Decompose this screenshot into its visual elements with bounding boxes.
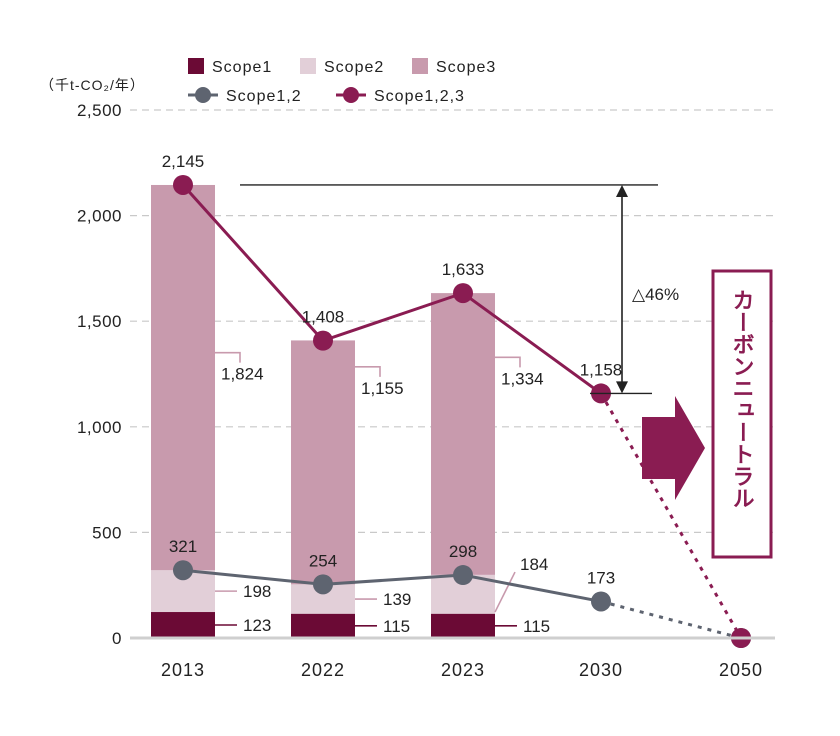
arrow-right-icon	[642, 396, 705, 500]
y-tick-label: 2,500	[77, 101, 122, 120]
legend-marker-scope1-2-3	[343, 87, 359, 103]
x-tick-label: 2030	[579, 660, 623, 680]
line-scope1-2	[182, 568, 602, 603]
reduction-label: △46%	[632, 285, 679, 304]
bars	[151, 184, 495, 638]
value-label-scope1-2-3: 1,633	[442, 260, 485, 279]
point-scope1-2-2022	[313, 574, 333, 595]
goal-box	[711, 269, 773, 559]
value-label-scope3: 1,334	[501, 369, 544, 388]
point-scope1-2-3-2022	[313, 330, 333, 351]
bar-scope1-2013	[151, 612, 215, 638]
legend-label-scope3: Scope3	[436, 59, 496, 76]
y-tick-label: 1,500	[77, 312, 122, 331]
leader-scope3	[495, 356, 521, 368]
legend-swatch-scope2	[300, 58, 316, 74]
leader-scope3	[215, 351, 241, 363]
leader-lines	[215, 351, 521, 627]
bar-scope3-2022	[291, 340, 355, 585]
legend-swatch-scope1	[188, 58, 204, 74]
axes: 0 500 1,000 1,500 2,000 2,500 2013 2022 2023 2030…	[40, 77, 775, 680]
value-label-scope1-2-3: 2,145	[162, 152, 205, 171]
reduction-arrow-head-top	[616, 184, 628, 197]
value-label-scope1-2: 254	[309, 551, 337, 570]
value-label-scope1-2: 173	[587, 568, 615, 587]
series-lines	[173, 174, 751, 648]
reduction-arrow-head-bottom	[616, 381, 628, 394]
x-tick-label: 2013	[161, 660, 205, 680]
leader-scope3	[355, 366, 381, 377]
annotations: △46% カーボンニュートラル	[240, 184, 773, 559]
legend-swatch-scope3	[412, 58, 428, 74]
value-label-scope1-2-3: 1,408	[302, 308, 345, 327]
point-scope1-2-2030	[591, 591, 611, 612]
y-tick-label: 500	[92, 523, 122, 542]
y-tick-label: 2,000	[77, 207, 122, 226]
y-tick-label: 1,000	[77, 418, 122, 437]
value-label-scope2: 198	[243, 582, 271, 601]
data-labels: 123 198 1,824 115 139 1,155 115 184 1,334 321 254 2…	[162, 152, 623, 636]
point-scope1-2-3-2013	[173, 174, 193, 195]
bar-scope3-2013	[151, 184, 215, 571]
value-label-scope2: 184	[520, 555, 548, 574]
value-label-scope3: 1,824	[221, 365, 264, 384]
value-label-scope1-2: 321	[169, 537, 197, 556]
value-label-scope1: 115	[383, 617, 410, 636]
y-tick-label: 0	[112, 629, 122, 648]
legend-label-scope1-2: Scope1,2	[226, 88, 302, 105]
x-tick-label: 2050	[719, 660, 763, 680]
bar-scope1-2023	[431, 613, 495, 638]
line-scope1-2-3-projection	[599, 392, 743, 639]
legend-label-scope1: Scope1	[212, 59, 272, 76]
bar-scope3-2023	[431, 293, 495, 575]
legend-label-scope2: Scope2	[324, 59, 384, 76]
legend-label-scope1-2-3: Scope1,2,3	[374, 88, 465, 105]
bar-scope1-2022	[291, 613, 355, 638]
goal-text: カーボンニュートラル	[730, 289, 755, 509]
line-scope1-2-3	[181, 183, 602, 395]
unit-label: （千t-CO₂/年）	[40, 77, 145, 93]
leader-scope2	[494, 571, 516, 613]
legend-marker-scope1-2	[195, 87, 211, 103]
point-scope1-2-2013	[173, 560, 193, 581]
x-tick-label: 2023	[441, 660, 485, 680]
value-label-scope1: 123	[243, 616, 271, 635]
x-tick-label: 2022	[301, 660, 345, 680]
point-scope1-2-2023	[453, 565, 473, 586]
value-label-scope3: 1,155	[361, 379, 404, 398]
value-label-scope1: 115	[523, 617, 550, 636]
value-label-scope2: 139	[383, 590, 411, 609]
value-label-scope1-2-3: 1,158	[580, 360, 623, 379]
line-scope1-2-projection	[600, 600, 742, 640]
legend: Scope1 Scope2 Scope3 Scope1,2 Scope1,2,3	[188, 58, 496, 105]
value-label-scope1-2: 298	[449, 542, 477, 561]
point-scope1-2-3-2023	[453, 283, 473, 304]
